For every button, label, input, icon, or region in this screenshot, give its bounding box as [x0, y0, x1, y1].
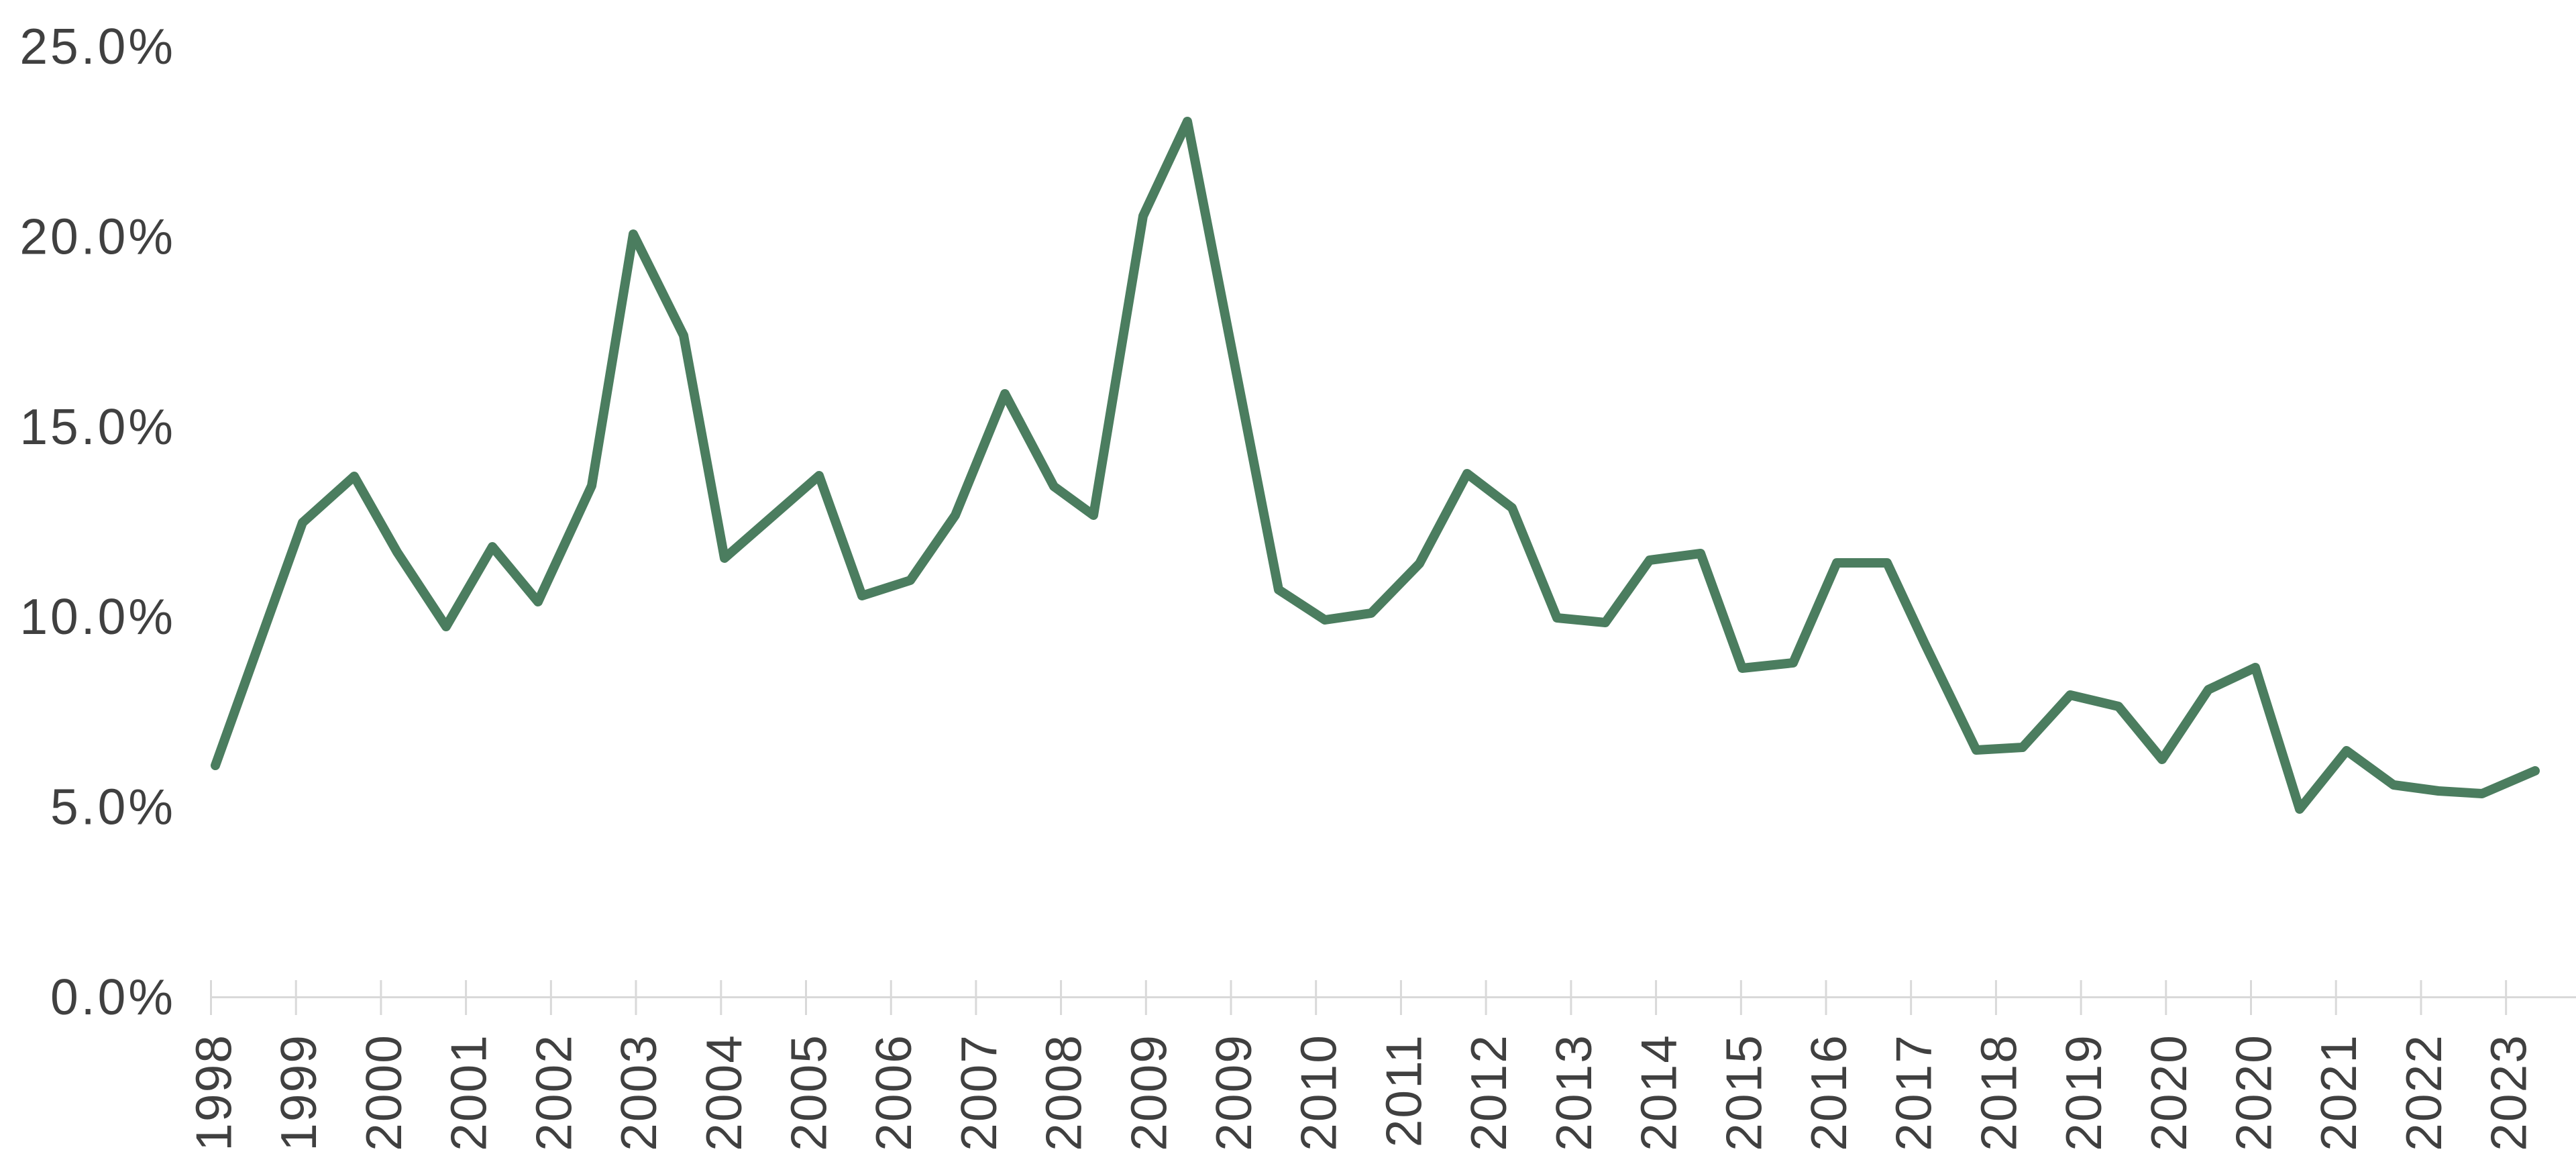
svg-text:1998: 1998: [186, 1034, 242, 1151]
svg-text:2014: 2014: [1631, 1034, 1687, 1151]
svg-text:2002: 2002: [525, 1034, 582, 1151]
svg-text:2013: 2013: [1546, 1034, 1602, 1151]
svg-text:2012: 2012: [1460, 1034, 1517, 1151]
svg-text:2011: 2011: [1375, 1034, 1432, 1147]
svg-text:2016: 2016: [1801, 1034, 1857, 1151]
svg-text:2022: 2022: [2396, 1034, 2452, 1151]
svg-text:2009: 2009: [1205, 1034, 1262, 1151]
svg-text:20.0%: 20.0%: [19, 208, 176, 264]
svg-text:2023: 2023: [2481, 1034, 2537, 1151]
svg-text:2015: 2015: [1715, 1034, 1772, 1151]
svg-text:2004: 2004: [696, 1034, 752, 1151]
svg-text:2000: 2000: [356, 1034, 412, 1151]
svg-text:10.0%: 10.0%: [19, 588, 176, 645]
svg-text:2019: 2019: [2055, 1034, 2112, 1151]
svg-text:2003: 2003: [610, 1034, 667, 1151]
svg-text:1999: 1999: [270, 1034, 327, 1151]
svg-text:2005: 2005: [781, 1034, 837, 1151]
svg-text:2010: 2010: [1291, 1034, 1347, 1151]
svg-text:2018: 2018: [1970, 1034, 2027, 1151]
svg-text:2006: 2006: [865, 1034, 922, 1151]
svg-text:2020: 2020: [2141, 1034, 2197, 1151]
svg-text:15.0%: 15.0%: [19, 398, 176, 455]
svg-text:25.0%: 25.0%: [19, 18, 176, 74]
svg-text:2001: 2001: [441, 1034, 497, 1151]
svg-text:2020: 2020: [2226, 1034, 2282, 1151]
svg-text:0.0%: 0.0%: [50, 969, 176, 1025]
svg-text:5.0%: 5.0%: [50, 779, 176, 835]
svg-text:2008: 2008: [1036, 1034, 1092, 1151]
svg-text:2009: 2009: [1120, 1034, 1177, 1151]
svg-text:2021: 2021: [2310, 1034, 2367, 1151]
svg-text:2007: 2007: [951, 1034, 1007, 1151]
svg-text:2017: 2017: [1886, 1034, 1942, 1151]
